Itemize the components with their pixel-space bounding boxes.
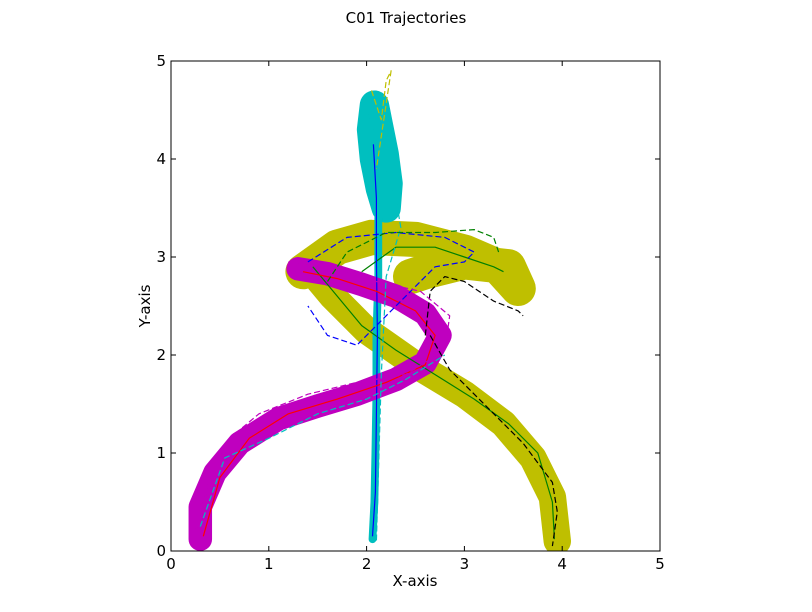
- y-axis-label: Y-axis: [136, 284, 154, 328]
- trajectory-line-10: [326, 229, 500, 282]
- x-ticks: 0 1 2 3 4 5: [166, 61, 665, 573]
- x-tick-label: 0: [166, 555, 176, 573]
- stroke-band-2: [356, 90, 403, 223]
- y-tick-label: 3: [156, 248, 166, 266]
- trajectory-line-3: [202, 271, 436, 537]
- trajectory-line-2: [371, 144, 378, 537]
- trajectory-line-1: [361, 246, 504, 273]
- y-tick-label: 1: [156, 444, 166, 462]
- chart-title: C01 Trajectories: [346, 9, 467, 27]
- x-tick-label: 5: [655, 555, 665, 573]
- x-tick-label: 1: [264, 555, 274, 573]
- x-tick-label: 3: [460, 555, 470, 573]
- y-tick-label: 4: [156, 150, 166, 168]
- plot-marks: [188, 70, 571, 551]
- stroke-band-1: [294, 253, 571, 551]
- trajectory-line-8: [366, 109, 402, 542]
- trajectory-line-0: [312, 266, 555, 540]
- x-axis-label: X-axis: [393, 572, 438, 590]
- trajectory-line-11: [199, 354, 446, 527]
- y-tick-label: 2: [156, 346, 166, 364]
- y-ticks: 0 1 2 3 4 5: [156, 52, 660, 560]
- plot-frame: [170, 60, 661, 552]
- trajectory-line-4: [307, 231, 475, 346]
- trajectory-line-7: [194, 261, 451, 532]
- y-tick-label: 0: [156, 542, 166, 560]
- x-tick-label: 2: [362, 555, 372, 573]
- y-tick-label: 5: [156, 52, 166, 70]
- trajectory-line-6: [429, 335, 558, 547]
- x-tick-label: 4: [557, 555, 567, 573]
- trajectory-line-9: [370, 70, 392, 169]
- trajectory-line-5: [424, 276, 524, 336]
- stroke-band-0: [285, 219, 536, 306]
